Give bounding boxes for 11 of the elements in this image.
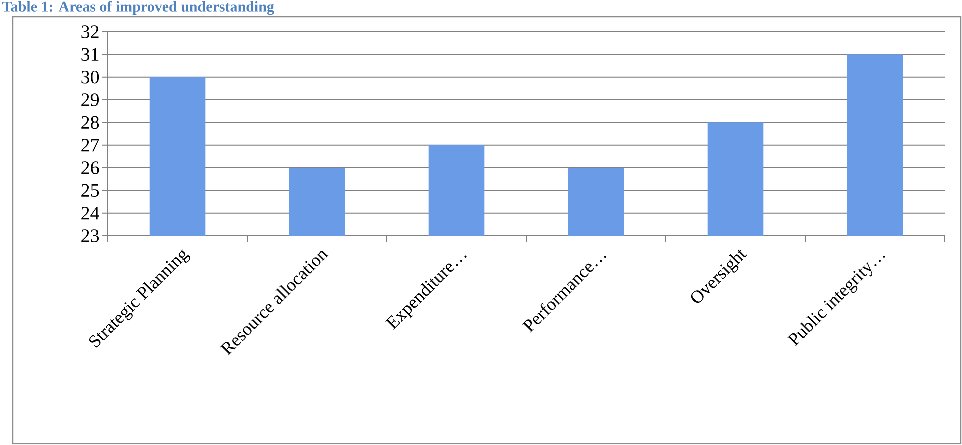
- chart-title: Table 1: Areas of improved understanding: [2, 1, 274, 16]
- y-tick-label: 25: [82, 184, 100, 198]
- y-tick-label: 23: [82, 230, 100, 242]
- y-tick-label: 32: [82, 26, 99, 38]
- y-tick-label: 30: [82, 70, 100, 84]
- y-tick-label: 29: [82, 94, 100, 106]
- y-tick-label: 24: [82, 207, 100, 220]
- y-tick-label: 28: [82, 116, 100, 130]
- y-tick-label: 31: [82, 48, 99, 62]
- y-tick-label: 27: [82, 139, 100, 152]
- y-tick-label: 26: [82, 162, 100, 174]
